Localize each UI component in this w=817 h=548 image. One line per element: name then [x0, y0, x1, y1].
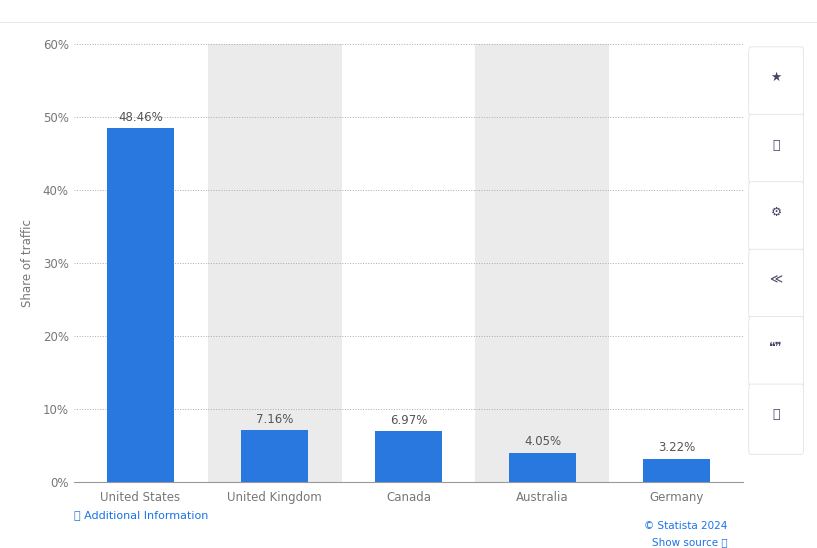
Text: 3.22%: 3.22%	[658, 441, 695, 454]
Text: ❝❞: ❝❞	[770, 341, 783, 354]
Bar	[208, 44, 342, 482]
FancyBboxPatch shape	[748, 384, 804, 454]
Y-axis label: Share of traffic: Share of traffic	[21, 219, 34, 307]
Bar	[375, 431, 442, 482]
Text: ⚙: ⚙	[770, 206, 782, 219]
Bar	[609, 44, 743, 482]
Text: ⓘ Additional Information: ⓘ Additional Information	[74, 510, 208, 520]
Text: 🖨: 🖨	[772, 408, 780, 421]
Text: 6.97%: 6.97%	[390, 414, 427, 427]
FancyBboxPatch shape	[748, 182, 804, 252]
Text: Show source ⓘ: Show source ⓘ	[651, 538, 727, 547]
Bar	[74, 44, 208, 482]
Bar	[342, 44, 475, 482]
FancyBboxPatch shape	[748, 115, 804, 185]
Text: 4.05%: 4.05%	[524, 435, 561, 448]
FancyBboxPatch shape	[748, 317, 804, 387]
Text: ★: ★	[770, 71, 782, 84]
Bar	[241, 430, 308, 482]
Bar	[475, 44, 609, 482]
Text: 48.46%: 48.46%	[118, 111, 163, 124]
FancyBboxPatch shape	[748, 47, 804, 117]
Text: ≪: ≪	[770, 273, 783, 287]
Text: 🔔: 🔔	[772, 139, 780, 151]
Text: 7.16%: 7.16%	[256, 413, 293, 426]
Bar	[107, 128, 174, 482]
Bar	[509, 453, 576, 482]
Text: © Statista 2024: © Statista 2024	[644, 521, 727, 531]
Bar	[643, 459, 710, 482]
FancyBboxPatch shape	[748, 249, 804, 319]
